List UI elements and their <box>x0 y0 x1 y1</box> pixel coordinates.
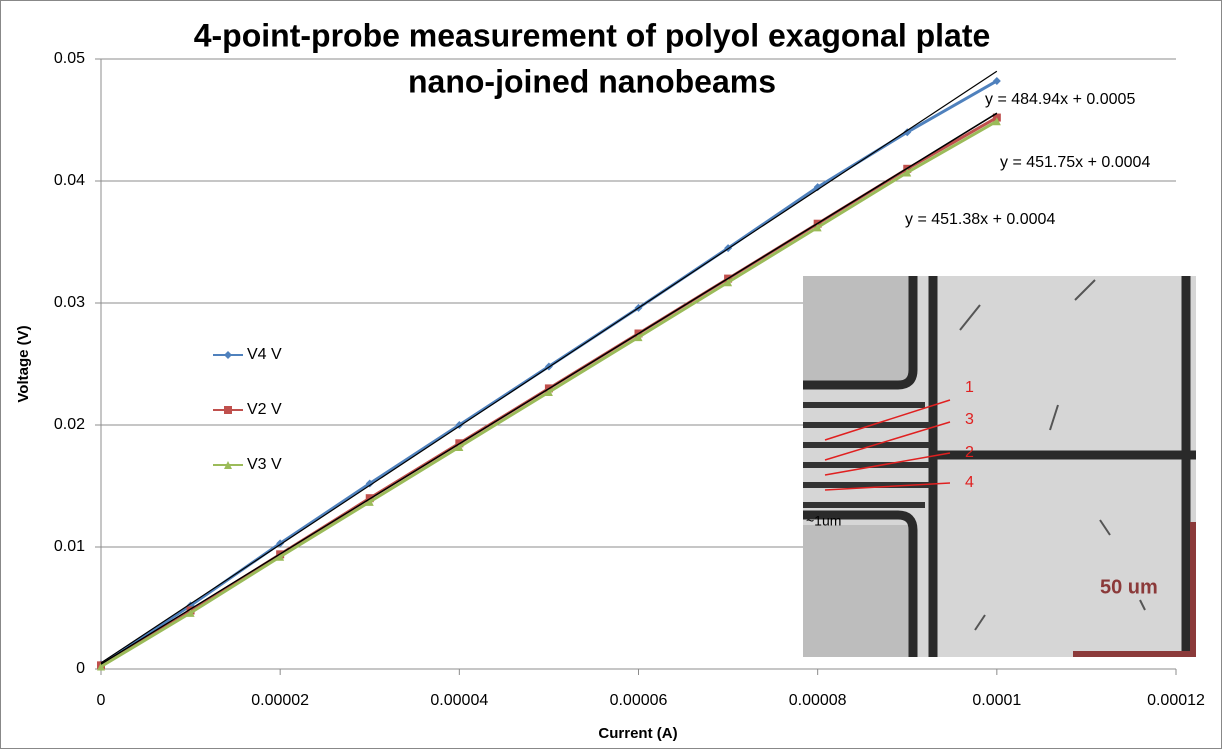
inset-nanobeams <box>803 402 930 508</box>
legend-label: V2 V <box>247 401 282 418</box>
data-point <box>97 662 105 671</box>
inset-pad <box>803 525 913 657</box>
x-tick-label: 0.0001 <box>972 692 1021 709</box>
y-tick-label: 0.04 <box>54 172 85 189</box>
data-point <box>992 117 1001 126</box>
chart-title: nano-joined nanobeams <box>408 63 776 99</box>
trendline-equation: y = 484.94x + 0.0005 <box>985 91 1135 108</box>
inset-arrows <box>824 399 951 491</box>
x-tick-label: 0.00004 <box>430 692 488 709</box>
x-tick-label: 0.00006 <box>610 692 668 709</box>
inset-scale-bar <box>1190 522 1196 657</box>
inset-electrodes <box>803 276 1196 657</box>
y-tick-label: 0 <box>76 660 85 677</box>
data-point <box>544 388 553 397</box>
data-point <box>455 442 464 451</box>
y-tick-label: 0.01 <box>54 538 85 555</box>
y-axis-title: Voltage (V) <box>15 325 32 402</box>
data-point <box>992 76 1001 85</box>
x-tick-label: 0 <box>97 692 106 709</box>
trendline-equation: y = 451.75x + 0.0004 <box>1000 154 1150 171</box>
inset-pad <box>803 276 913 381</box>
trendline <box>100 112 998 665</box>
legend-marker <box>224 351 232 359</box>
data-point <box>634 333 643 342</box>
legend-label: V3 V <box>247 456 282 473</box>
data-point <box>903 128 912 137</box>
inset-scale-bar <box>1073 651 1196 657</box>
data-point <box>276 552 285 561</box>
x-axis-title: Current (A) <box>598 725 677 742</box>
legend-marker <box>224 461 232 469</box>
inset-label: 3 <box>965 411 974 428</box>
data-point <box>813 183 822 192</box>
data-point <box>365 479 374 488</box>
inset-label: 2 <box>965 444 974 461</box>
trendline <box>100 70 998 664</box>
y-tick-label: 0.05 <box>54 50 85 67</box>
inset-debris <box>959 279 1146 631</box>
x-tick-label: 0.00012 <box>1147 692 1205 709</box>
y-tick-label: 0.02 <box>54 416 85 433</box>
inset-label: ~1um <box>806 513 841 529</box>
chart-title: 4-point-probe measurement of polyol exag… <box>194 17 991 53</box>
legend-marker <box>224 406 232 414</box>
inset-scale-label: 50 um <box>1100 576 1158 598</box>
x-tick-label: 0.00002 <box>251 692 309 709</box>
legend-label: V4 V <box>247 346 282 363</box>
data-point <box>186 608 195 617</box>
inset-label: 4 <box>965 474 974 491</box>
y-tick-label: 0.03 <box>54 294 85 311</box>
data-point <box>365 497 374 506</box>
x-tick-label: 0.00008 <box>789 692 847 709</box>
data-point <box>813 223 822 232</box>
inset-label: 1 <box>965 379 974 396</box>
data-point <box>724 278 733 287</box>
trendline-equation: y = 451.38x + 0.0004 <box>905 211 1055 228</box>
data-point <box>903 168 912 177</box>
micrograph-inset: 1 3 2 4 ~1um 50 um <box>803 276 1196 657</box>
